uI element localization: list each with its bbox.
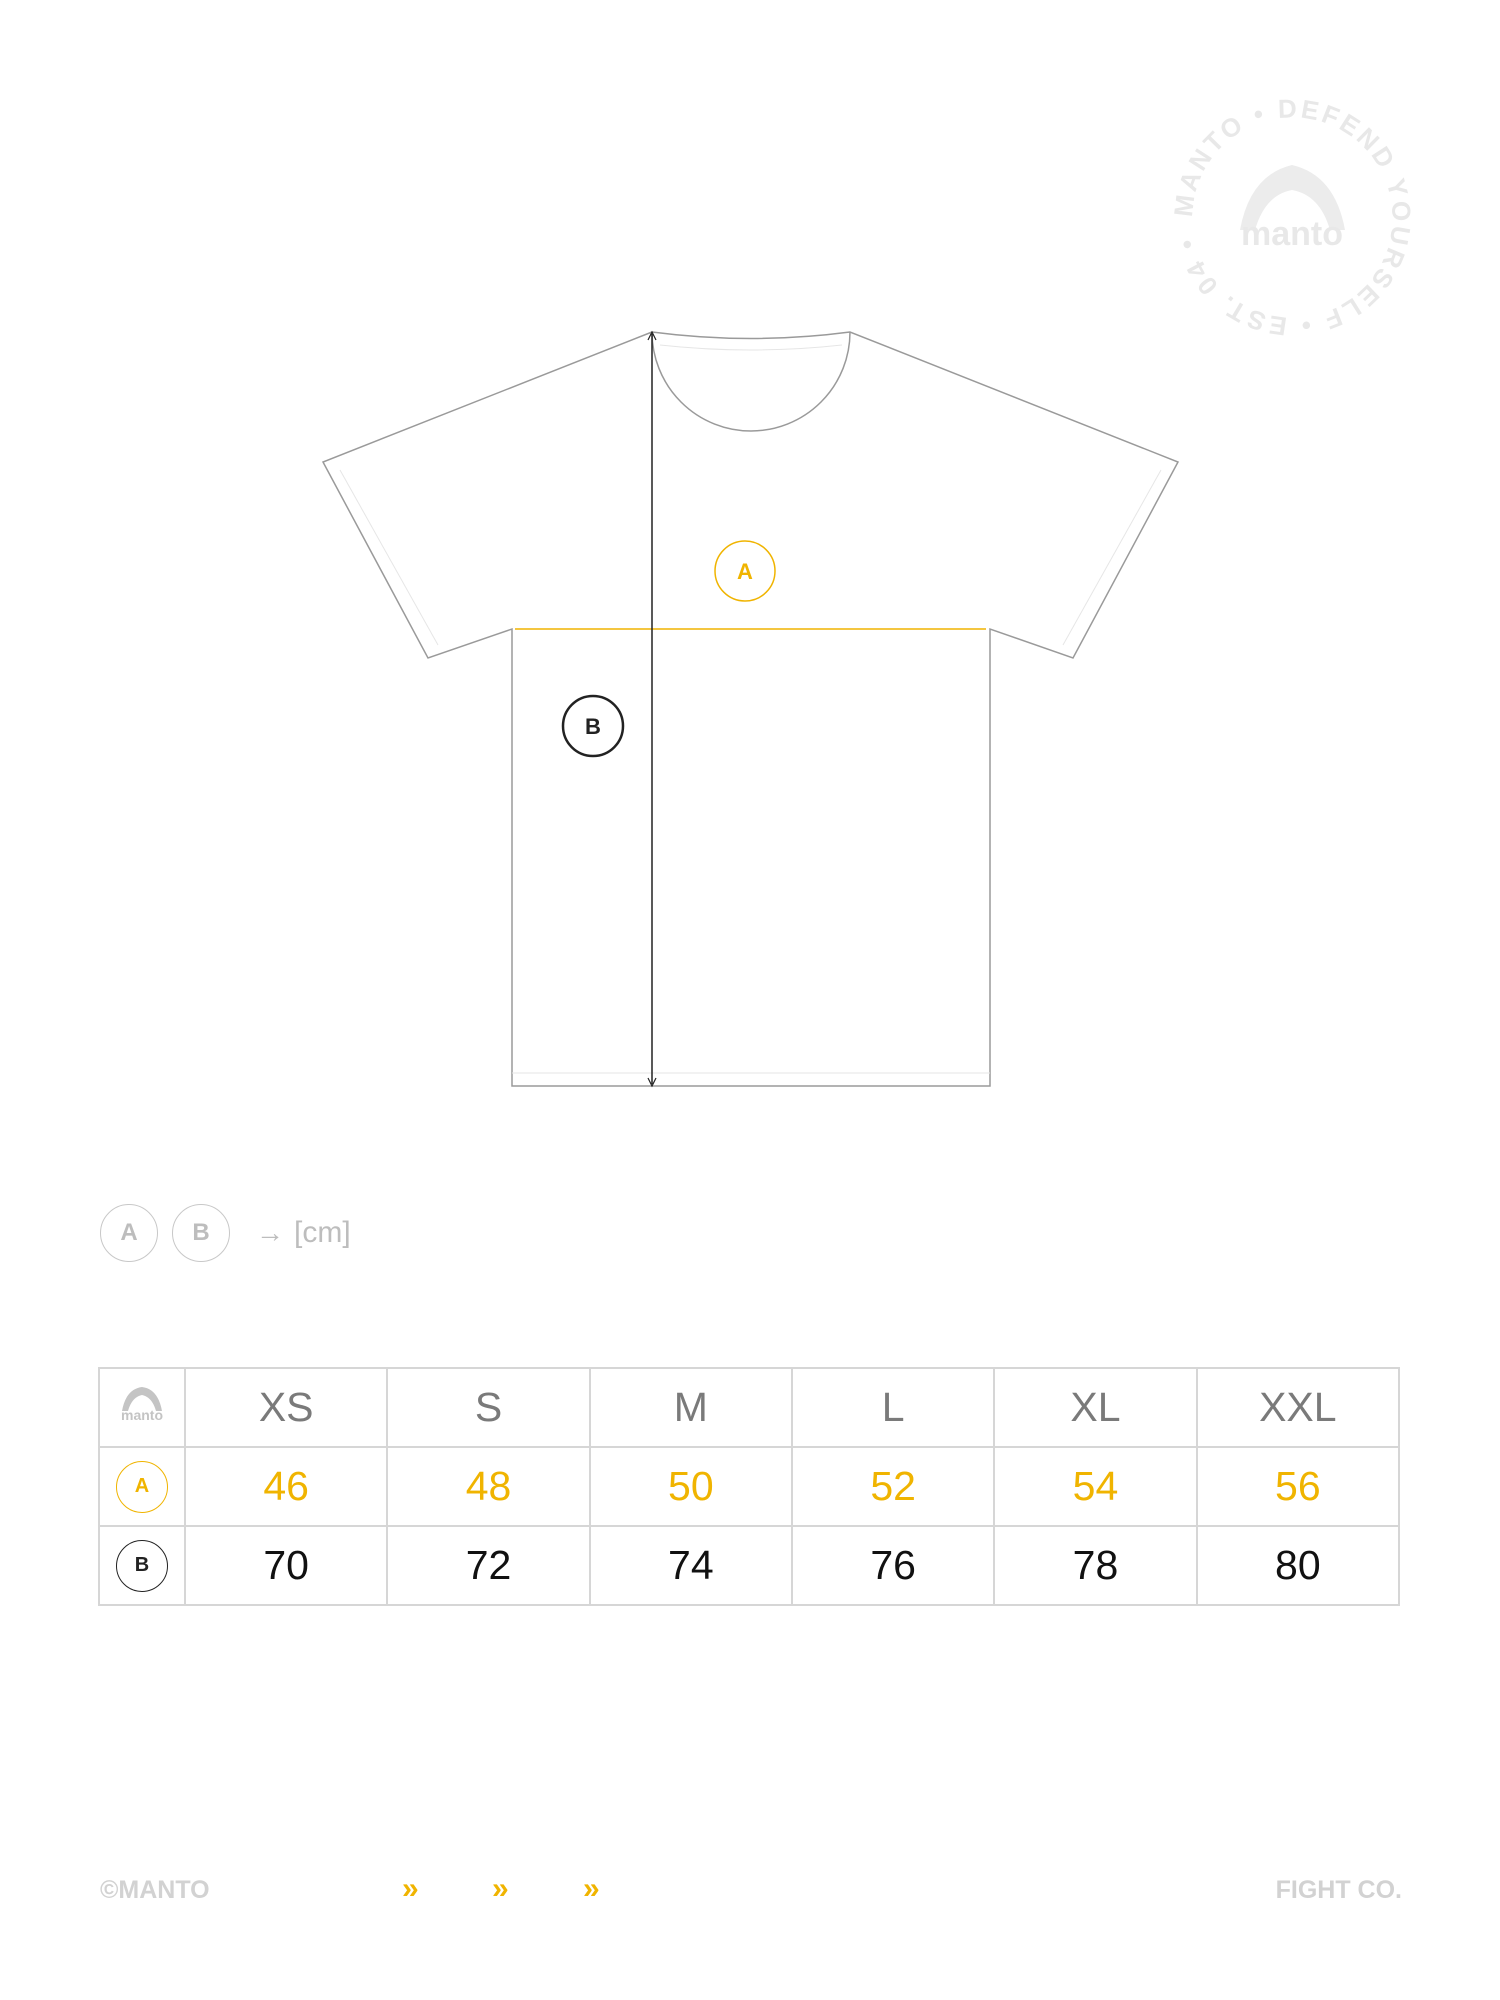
table-cell: 76 xyxy=(790,1525,996,1606)
tshirt-seams xyxy=(339,344,1162,1074)
size-header-xs: XS xyxy=(183,1367,389,1448)
table-cell: 70 xyxy=(183,1525,389,1606)
manto-stamp-logo: MANTO • DEFEND YOURSELF • EST. 04 • mant… xyxy=(1170,95,1414,340)
table-cell: 80 xyxy=(1195,1525,1401,1606)
tshirt-outline xyxy=(321,331,1180,1087)
size-header-xl: XL xyxy=(993,1367,1198,1448)
arrow-right-icon: → xyxy=(256,1217,284,1248)
row-a-circle: A xyxy=(116,1460,168,1513)
label-a-circle: A xyxy=(714,540,776,602)
table-cell: 78 xyxy=(993,1525,1198,1606)
manto-logo-icon: manto xyxy=(121,1386,163,1423)
row-b-circle: B xyxy=(116,1539,168,1592)
row-label-cell: B xyxy=(98,1525,186,1606)
measurement-legend: A B → [cm] xyxy=(100,1203,351,1263)
table-row-a: A 46 48 50 52 54 56 xyxy=(98,1446,1401,1527)
unit-label: [cm] xyxy=(294,1216,351,1249)
table-row-b: B 70 72 74 76 78 80 xyxy=(98,1525,1401,1606)
size-header-m: M xyxy=(588,1367,793,1448)
table-cell: 74 xyxy=(588,1525,793,1606)
table-cell: 72 xyxy=(386,1525,591,1606)
header-logo-cell: manto xyxy=(98,1367,186,1448)
table-cell: 46 xyxy=(183,1446,389,1527)
table-cell: 54 xyxy=(993,1446,1198,1527)
size-header-l: L xyxy=(790,1367,996,1448)
table-header-row: manto XS S M L XL XXL xyxy=(98,1367,1401,1448)
size-chart-table: manto XS S M L XL XXL A 46 48 50 52 54 5… xyxy=(98,1367,1401,1606)
chevron-double-right-icon: » xyxy=(492,1872,509,1905)
table-cell: 56 xyxy=(1195,1446,1401,1527)
legend-b-circle: B xyxy=(172,1204,230,1262)
chevron-double-right-icon: » xyxy=(583,1872,600,1905)
svg-text:A: A xyxy=(737,559,753,584)
legend-a-circle: A xyxy=(100,1204,158,1262)
table-cell: 50 xyxy=(588,1446,793,1527)
svg-text:manto: manto xyxy=(1241,215,1343,253)
svg-text:B: B xyxy=(585,714,601,739)
size-header-s: S xyxy=(386,1367,591,1448)
footer-brand: FIGHT CO. xyxy=(1275,1876,1402,1904)
chevron-double-right-icon: » xyxy=(402,1872,419,1905)
tshirt-diagram: A B xyxy=(321,330,1180,1088)
table-cell: 52 xyxy=(790,1446,996,1527)
size-header-xxl: XXL xyxy=(1195,1367,1401,1448)
table-cell: 48 xyxy=(386,1446,591,1527)
label-b-circle: B xyxy=(561,694,625,758)
footer-copyright: ©MANTO xyxy=(100,1876,210,1904)
svg-text:manto: manto xyxy=(121,1407,163,1423)
row-label-cell: A xyxy=(98,1446,186,1527)
